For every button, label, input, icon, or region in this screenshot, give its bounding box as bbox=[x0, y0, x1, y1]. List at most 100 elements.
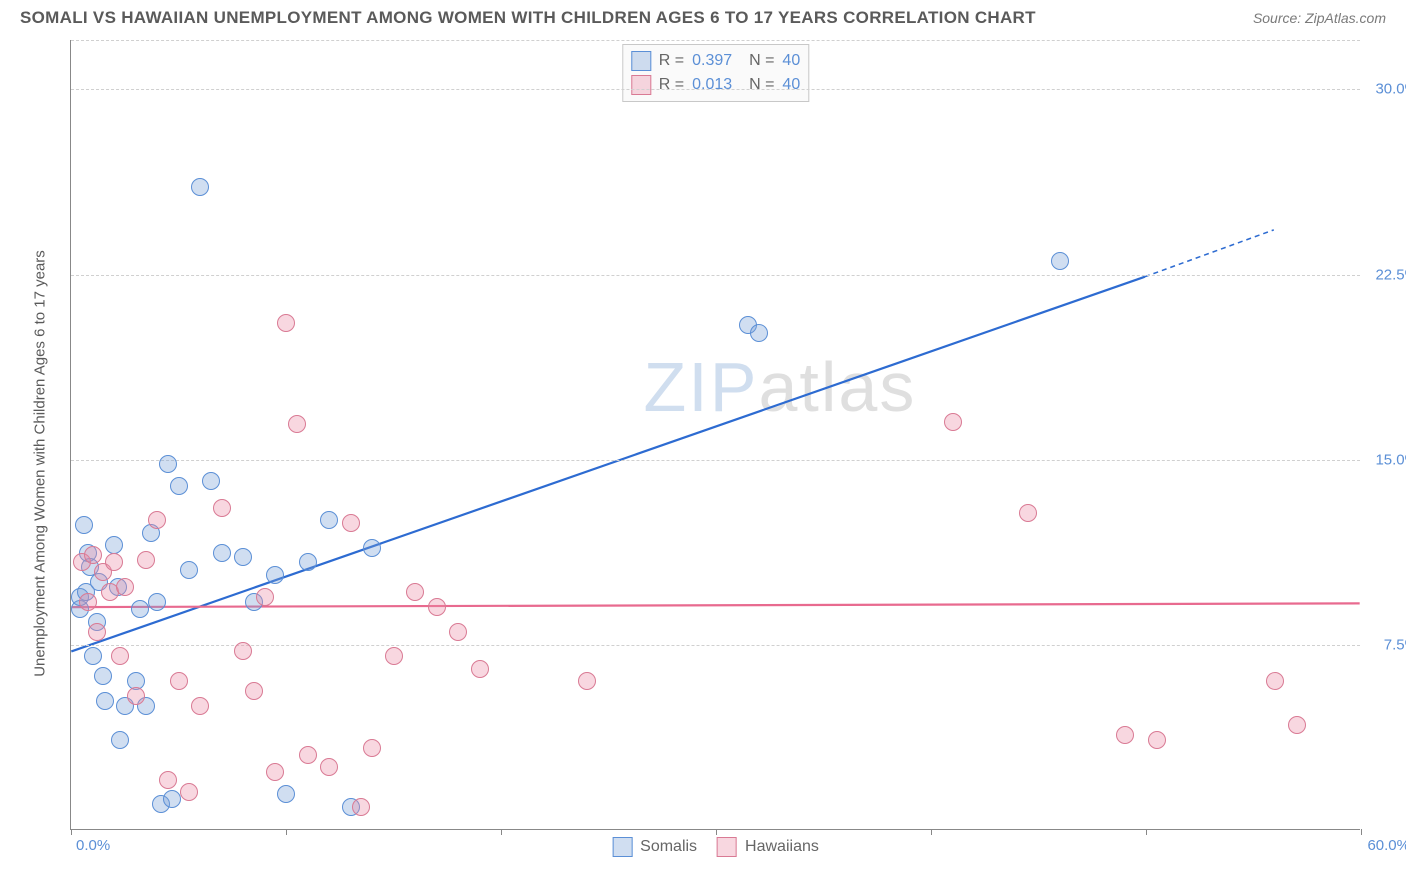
data-point bbox=[105, 553, 123, 571]
data-point bbox=[1019, 504, 1037, 522]
data-point bbox=[1116, 726, 1134, 744]
data-point bbox=[277, 314, 295, 332]
data-point bbox=[163, 790, 181, 808]
x-tick bbox=[716, 829, 717, 835]
legend-item-hawaiian: Hawaiians bbox=[717, 837, 819, 857]
data-point bbox=[944, 413, 962, 431]
chart-source: Source: ZipAtlas.com bbox=[1253, 10, 1386, 26]
data-point bbox=[320, 511, 338, 529]
x-tick bbox=[286, 829, 287, 835]
data-point bbox=[127, 687, 145, 705]
data-point bbox=[180, 783, 198, 801]
x-tick bbox=[71, 829, 72, 835]
data-point bbox=[299, 746, 317, 764]
data-point bbox=[79, 593, 97, 611]
watermark: ZIPatlas bbox=[644, 347, 917, 427]
data-point bbox=[84, 546, 102, 564]
x-tick bbox=[1146, 829, 1147, 835]
r-value-somali: 0.397 bbox=[692, 52, 732, 70]
data-point bbox=[428, 598, 446, 616]
data-point bbox=[137, 551, 155, 569]
data-point bbox=[1051, 252, 1069, 270]
x-tick bbox=[501, 829, 502, 835]
data-point bbox=[234, 548, 252, 566]
data-point bbox=[148, 511, 166, 529]
plot-area: ZIPatlas R = 0.397 N = 40 R = 0.013 N = … bbox=[70, 40, 1360, 830]
data-point bbox=[234, 642, 252, 660]
data-point bbox=[180, 561, 198, 579]
legend-swatch-hawaiian-b bbox=[717, 837, 737, 857]
y-tick-label: 15.0% bbox=[1375, 451, 1406, 468]
trend-lines-svg bbox=[71, 40, 1360, 829]
trend-line-extension bbox=[1145, 230, 1274, 277]
r-value-hawaiian: 0.013 bbox=[692, 76, 732, 94]
data-point bbox=[299, 553, 317, 571]
x-tick bbox=[931, 829, 932, 835]
data-point bbox=[471, 660, 489, 678]
y-axis-label: Unemployment Among Women with Children A… bbox=[32, 250, 49, 677]
data-point bbox=[116, 578, 134, 596]
data-point bbox=[159, 771, 177, 789]
data-point bbox=[213, 499, 231, 517]
legend-label-somali: Somalis bbox=[640, 838, 697, 856]
legend-row-hawaiian: R = 0.013 N = 40 bbox=[631, 73, 800, 97]
correlation-legend: R = 0.397 N = 40 R = 0.013 N = 40 bbox=[622, 44, 809, 102]
data-point bbox=[111, 647, 129, 665]
data-point bbox=[191, 178, 209, 196]
y-tick-label: 7.5% bbox=[1384, 636, 1406, 653]
data-point bbox=[94, 667, 112, 685]
y-tick-label: 22.5% bbox=[1375, 266, 1406, 283]
data-point bbox=[750, 324, 768, 342]
data-point bbox=[406, 583, 424, 601]
data-point bbox=[96, 692, 114, 710]
x-axis-min-label: 0.0% bbox=[76, 837, 110, 854]
x-axis-max-label: 60.0% bbox=[1367, 837, 1406, 854]
data-point bbox=[1288, 716, 1306, 734]
data-point bbox=[105, 536, 123, 554]
y-tick-label: 30.0% bbox=[1375, 81, 1406, 98]
data-point bbox=[1148, 731, 1166, 749]
data-point bbox=[84, 647, 102, 665]
x-tick bbox=[1361, 829, 1362, 835]
data-point bbox=[88, 623, 106, 641]
grid-line bbox=[71, 275, 1360, 276]
data-point bbox=[320, 758, 338, 776]
data-point bbox=[266, 566, 284, 584]
data-point bbox=[363, 739, 381, 757]
legend-swatch-hawaiian bbox=[631, 75, 651, 95]
data-point bbox=[578, 672, 596, 690]
n-value-hawaiian: 40 bbox=[782, 76, 800, 94]
grid-line bbox=[71, 645, 1360, 646]
data-point bbox=[363, 539, 381, 557]
data-point bbox=[342, 514, 360, 532]
watermark-part1: ZIP bbox=[644, 348, 759, 426]
grid-line bbox=[71, 460, 1360, 461]
legend-swatch-somali bbox=[631, 51, 651, 71]
legend-item-somali: Somalis bbox=[612, 837, 697, 857]
data-point bbox=[202, 472, 220, 490]
legend-swatch-somali-b bbox=[612, 837, 632, 857]
chart-title: SOMALI VS HAWAIIAN UNEMPLOYMENT AMONG WO… bbox=[20, 8, 1036, 28]
data-point bbox=[131, 600, 149, 618]
data-point bbox=[213, 544, 231, 562]
data-point bbox=[170, 672, 188, 690]
data-point bbox=[288, 415, 306, 433]
data-point bbox=[256, 588, 274, 606]
data-point bbox=[170, 477, 188, 495]
legend-row-somali: R = 0.397 N = 40 bbox=[631, 49, 800, 73]
series-legend: Somalis Hawaiians bbox=[612, 837, 819, 857]
data-point bbox=[277, 785, 295, 803]
grid-line bbox=[71, 89, 1360, 90]
data-point bbox=[449, 623, 467, 641]
data-point bbox=[191, 697, 209, 715]
data-point bbox=[148, 593, 166, 611]
n-value-somali: 40 bbox=[782, 52, 800, 70]
data-point bbox=[111, 731, 129, 749]
data-point bbox=[385, 647, 403, 665]
data-point bbox=[266, 763, 284, 781]
data-point bbox=[159, 455, 177, 473]
data-point bbox=[352, 798, 370, 816]
data-point bbox=[1266, 672, 1284, 690]
chart-header: SOMALI VS HAWAIIAN UNEMPLOYMENT AMONG WO… bbox=[0, 0, 1406, 34]
data-point bbox=[75, 516, 93, 534]
